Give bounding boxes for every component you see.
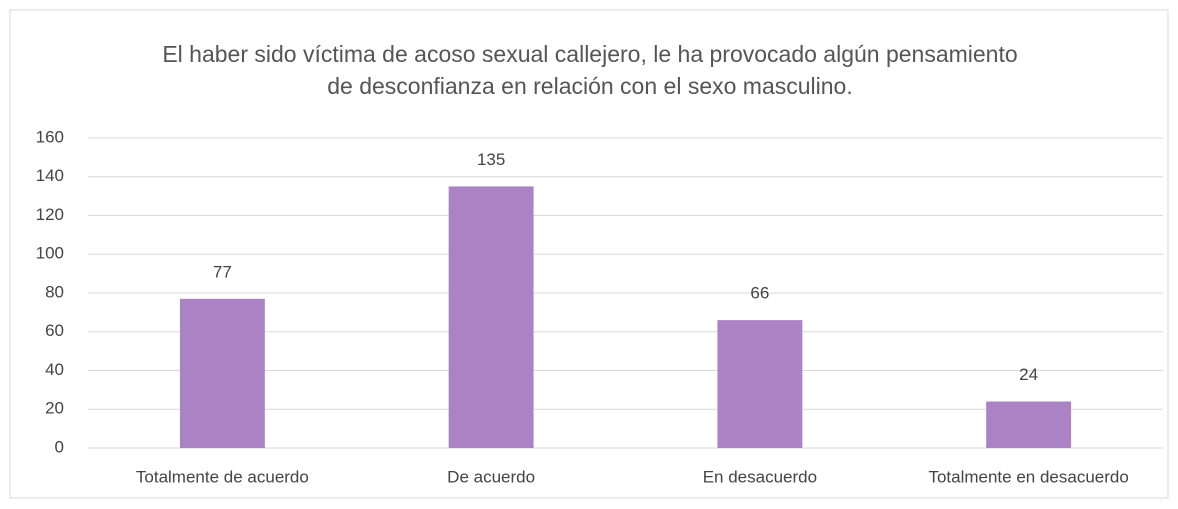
bar <box>179 298 265 448</box>
y-tick-label: 120 <box>36 205 64 224</box>
data-label: 66 <box>750 284 769 303</box>
data-label: 77 <box>213 262 232 281</box>
y-tick-label: 100 <box>36 244 64 263</box>
y-tick-label: 20 <box>45 399 64 418</box>
x-tick-label: Totalmente de acuerdo <box>136 467 309 486</box>
x-tick-label: Totalmente en desacuerdo <box>928 467 1128 486</box>
chart-title: El haber sido víctima de acoso sexual ca… <box>162 41 1018 99</box>
x-tick-label: En desacuerdo <box>703 467 817 486</box>
bar <box>717 320 803 448</box>
y-tick-label: 60 <box>45 321 64 340</box>
y-tick-label: 160 <box>36 127 64 146</box>
y-tick-label: 40 <box>45 360 64 379</box>
bar <box>448 186 534 448</box>
bar <box>986 401 1072 448</box>
title-box: El haber sido víctima de acoso sexual ca… <box>162 41 1018 99</box>
y-tick-label: 0 <box>55 437 64 456</box>
x-tick-label: De acuerdo <box>447 467 535 486</box>
y-tick-label: 140 <box>36 166 64 185</box>
y-tick-label: 80 <box>45 282 64 301</box>
data-label: 135 <box>477 150 505 169</box>
data-label: 24 <box>1019 365 1038 384</box>
